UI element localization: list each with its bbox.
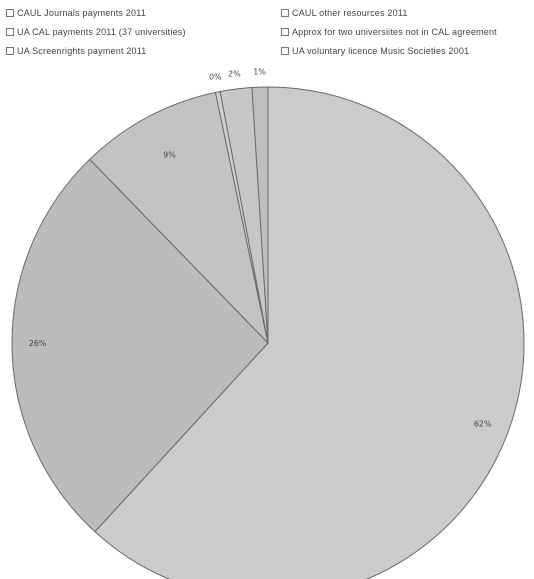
slice-label-ua-screenrights: 9%	[163, 151, 176, 160]
legend-swatch	[281, 28, 289, 36]
legend-item-ua-music-societies: UA voluntary licence Music Societies 200…	[281, 46, 469, 56]
legend-label: Approx for two universiites not in CAL a…	[292, 27, 497, 37]
legend-item-caul-journals: CAUL Journals payments 2011	[6, 8, 146, 18]
slice-label-two-universities: 2%	[228, 69, 241, 78]
slice-label-caul-other: 0%	[209, 72, 222, 81]
legend-item-ua-screenrights: UA Screenrights payment 2011	[6, 46, 147, 56]
legend-item-two-universities: Approx for two universiites not in CAL a…	[281, 27, 497, 37]
slice-label-caul-journals: 62%	[474, 420, 492, 429]
legend-label: UA voluntary licence Music Societies 200…	[292, 46, 470, 56]
pie-slice-texture	[251, 87, 268, 343]
legend-swatch	[281, 9, 289, 17]
pie-slice-texture	[215, 91, 268, 343]
legend-label: UA CAL payments 2011 (37 universities)	[17, 27, 186, 37]
legend-label: UA Screenrights payment 2011	[17, 46, 147, 56]
legend-swatch	[6, 47, 14, 55]
pie-slice-texture	[220, 87, 268, 344]
pie-slice-texture	[12, 159, 268, 532]
legend-item-ua-cal: UA CAL payments 2011 (37 universities)	[6, 27, 186, 37]
slice-label-ua-music-societies: 1%	[253, 67, 266, 76]
legend-swatch	[281, 47, 289, 55]
legend-label: CAUL other resources 2011	[292, 8, 408, 18]
legend-swatch	[6, 28, 14, 36]
slice-label-ua-cal: 26%	[29, 339, 47, 348]
pie-slice-texture	[89, 92, 269, 343]
legend-label: CAUL Journals payments 2011	[17, 8, 146, 18]
legend-swatch	[6, 9, 14, 17]
pie-slice-texture	[94, 87, 524, 579]
legend-item-caul-other: CAUL other resources 2011	[281, 8, 408, 18]
